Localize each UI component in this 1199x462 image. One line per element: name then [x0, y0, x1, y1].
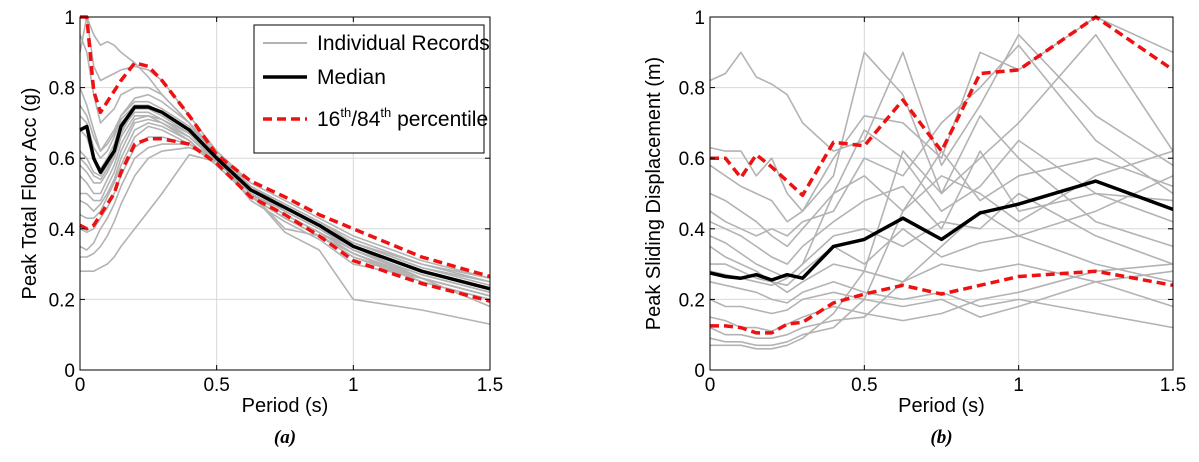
record-line [709, 270, 1174, 318]
y-tick-label: 0.8 [679, 79, 705, 100]
y-tick-label: 0.2 [679, 290, 705, 311]
record-line [709, 129, 1174, 287]
x-tick-label: 1.5 [477, 375, 503, 396]
x-tick-label: 1 [348, 375, 359, 396]
y-tick-label: 1 [64, 8, 75, 29]
x-tick-label: 1 [1013, 375, 1024, 396]
legend-box [253, 24, 485, 154]
y-tick-label: 1 [694, 8, 705, 29]
x-tick-label: 0 [75, 375, 86, 396]
record-line [80, 153, 491, 325]
legend: Individual Records Median 16th/84th perc… [253, 24, 490, 154]
percentile-84-line [80, 15, 491, 279]
x-axis-label-a: Period (s) [242, 395, 329, 417]
record-line [709, 33, 1174, 223]
x-tick-label: 0.5 [203, 375, 229, 396]
y-tick-label: 0.4 [679, 220, 706, 241]
ticks-a [79, 16, 491, 371]
record-line [79, 143, 491, 297]
record-line [79, 93, 491, 308]
median-line [79, 105, 491, 291]
x-tick-label: 0 [705, 375, 716, 396]
y-tick-label: 0.2 [49, 290, 75, 311]
median-line [709, 179, 1174, 282]
median-b [709, 179, 1174, 282]
legend-label-percentile: 16th/84th percentile [317, 105, 488, 131]
y-tick-label: 0.6 [49, 149, 75, 170]
axes-frame-b [709, 16, 1174, 371]
tick-labels-a: 0 0.5 1 1.5 0 0.2 0.4 0.6 0.8 1 [49, 8, 504, 396]
tick-labels-b: 0 0.5 1 1.5 0 0.2 0.4 0.6 0.8 1 [679, 8, 1187, 396]
y-tick-label: 0 [694, 361, 705, 382]
ticks-b [709, 16, 1174, 371]
legend-label-records: Individual Records [317, 32, 490, 55]
record-line [709, 175, 1174, 340]
percentile-16-line [710, 269, 1174, 335]
panel-b: 0 0.5 1 1.5 0 0.2 0.4 0.6 0.8 1 Period (s) Peak S… [643, 8, 1186, 448]
x-tick-label: 0.5 [851, 375, 877, 396]
x-tick-label: 1.5 [1160, 375, 1186, 396]
record-line [710, 115, 1174, 350]
y-axis-label-a: Peak Total Floor Acc (g) [19, 88, 41, 300]
percentile-16-line [79, 137, 491, 303]
percentiles-b [710, 15, 1174, 335]
panel-caption-b: (b) [930, 427, 952, 448]
record-line [79, 34, 491, 283]
legend-label-median: Median [317, 66, 386, 89]
record-line [709, 16, 1174, 212]
axes-frame-a [79, 16, 491, 371]
percentile-84-line [710, 15, 1174, 198]
record-line [709, 280, 1174, 329]
panel-a: 0 0.5 1 1.5 0 0.2 0.4 0.6 0.8 1 Period (s) Peak T… [19, 8, 503, 448]
y-tick-label: 0 [64, 361, 75, 382]
y-axis-label-b: Peak Sliding Displacement (m) [643, 57, 665, 330]
panel-caption-a: (a) [274, 427, 296, 448]
y-tick-label: 0.6 [679, 149, 705, 170]
record-line [709, 150, 1174, 347]
record-line [710, 263, 1174, 308]
record-line [79, 136, 491, 301]
record-line [709, 44, 1174, 237]
x-axis-label-b: Period (s) [898, 395, 985, 417]
y-tick-label: 0.4 [49, 220, 76, 241]
y-tick-label: 0.8 [49, 79, 75, 100]
median-a [79, 105, 491, 291]
record-line [709, 150, 1174, 265]
records-b [709, 16, 1174, 350]
percentiles-a [79, 15, 491, 303]
